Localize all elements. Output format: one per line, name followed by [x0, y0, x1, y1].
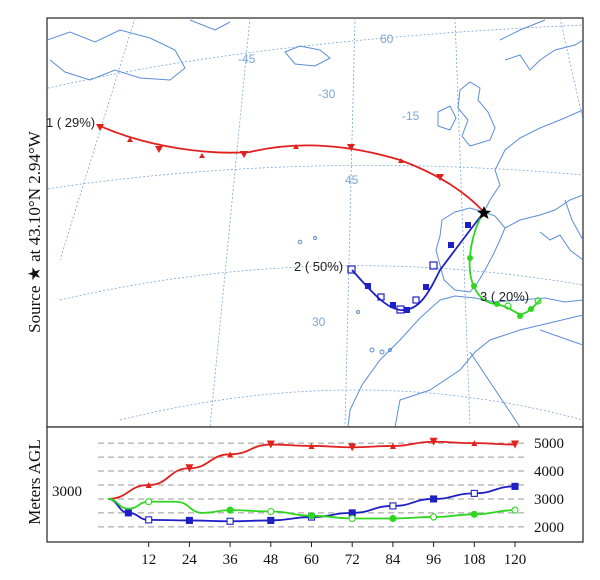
height-series-1-point	[348, 443, 357, 452]
coastlines	[47, 19, 583, 427]
height-y-ticks: 2000 3000 4000 5000	[534, 436, 564, 536]
trajectory-2-marker	[429, 261, 438, 270]
trajectory-2-marker	[423, 284, 429, 290]
trajectory-2-marker	[404, 307, 410, 313]
longitude-gridlines	[59, 18, 583, 427]
trajectory-3-marker	[494, 301, 500, 307]
x-tick-label: 12	[141, 552, 156, 568]
height-series-3-point	[348, 514, 356, 523]
lon-label: -15	[402, 109, 420, 123]
height-series-2-point	[124, 509, 132, 517]
height-series-2-point	[185, 516, 193, 524]
height-series-2-point	[145, 516, 153, 524]
y-tick-label: 4000	[534, 464, 564, 480]
trajectory-3-open-markers	[504, 297, 542, 310]
trajectory-2-marker	[448, 242, 454, 248]
trajectory-1-markers	[96, 124, 444, 181]
lat-label: 45	[345, 173, 359, 187]
height-series-1-point	[511, 440, 519, 449]
height-axis-label: Meters AGL	[25, 439, 44, 524]
trajectory-1-marker	[155, 146, 163, 153]
height-series-1-point	[266, 440, 275, 449]
height-series-3-point	[145, 498, 153, 506]
height-series-1-point	[471, 440, 478, 447]
x-axis-ticks: 12 24 36 48 60 72 84 96 108 120	[141, 542, 526, 568]
trajectory-1-marker	[347, 144, 355, 151]
lon-label: -30	[318, 87, 336, 101]
height-series-3-point	[307, 512, 316, 520]
lon-label: -45	[238, 52, 256, 66]
x-tick-label: 24	[182, 552, 198, 568]
trajectory-2-label: 2 ( 50%)	[294, 259, 343, 274]
y-tick-label: 5000	[534, 436, 564, 452]
height-series-2-point	[267, 516, 275, 524]
x-tick-label: 84	[385, 552, 401, 568]
trajectory-1-marker	[199, 153, 205, 158]
start-height-label: 3000	[52, 484, 82, 500]
height-series-2-point	[389, 502, 397, 510]
height-series-1-point	[429, 437, 438, 446]
height-series-1-point	[389, 442, 396, 449]
source-label: Source ★ at 43.10°N 2.94°W	[25, 130, 44, 333]
trajectory-2-marker	[465, 222, 471, 228]
x-tick-label: 108	[463, 552, 486, 568]
height-series-2-point	[511, 482, 519, 490]
x-tick-label: 72	[345, 552, 360, 568]
trajectory-3	[467, 211, 542, 319]
trajectory-3-markers	[467, 255, 534, 319]
height-series-3-point	[389, 514, 397, 523]
x-tick-label: 48	[263, 552, 278, 568]
trajectory-1-marker	[293, 144, 299, 149]
x-tick-label: 60	[304, 552, 319, 568]
trajectory-2-filled-markers	[365, 222, 471, 313]
trajectory-3-marker	[504, 302, 512, 310]
trajectory-3-marker	[534, 297, 542, 305]
trajectory-3-marker	[471, 283, 477, 289]
height-series-1-point	[227, 451, 234, 458]
height-series-3-point	[511, 506, 519, 514]
height-panel: 2000 3000 4000 5000 3000	[46, 426, 584, 543]
trajectory-2-marker	[390, 302, 396, 308]
height-series-3-point	[470, 510, 478, 518]
graticule-labels: -45 -30 -15 60 45 30	[238, 32, 420, 329]
latitude-gridlines	[47, 24, 583, 421]
trajectory-3-marker	[517, 313, 523, 319]
trajectory-1-marker	[436, 174, 444, 181]
trajectory-3-marker	[467, 255, 473, 261]
lat-label: 30	[312, 315, 326, 329]
trajectory-2-marker	[412, 296, 420, 304]
trajectory-1-marker	[240, 151, 248, 158]
trajectory-1-marker	[96, 124, 104, 131]
trajectory-2-marker	[347, 265, 356, 274]
trajectory-2-marker	[365, 283, 371, 289]
trajectory-1	[96, 124, 485, 213]
height-series-1-point	[185, 464, 194, 473]
height-series-2-point	[470, 489, 478, 497]
height-series	[107, 437, 519, 525]
trajectory-2	[347, 211, 485, 314]
y-tick-label: 2000	[534, 520, 564, 536]
trajectory-1-marker	[127, 137, 133, 142]
height-series-3-point	[267, 507, 275, 516]
height-series-3-point	[226, 506, 234, 514]
lon-label: 60	[380, 32, 394, 46]
source-star-icon	[477, 206, 491, 219]
trajectory-3-label: 3 ( 20%)	[480, 289, 529, 304]
trajectory-2-marker	[377, 293, 385, 301]
trajectory-1-marker	[398, 158, 404, 163]
height-series-2-point	[430, 495, 438, 503]
x-tick-label: 96	[426, 552, 442, 568]
height-series-2-point	[226, 517, 234, 525]
trajectory-2-markers	[347, 261, 438, 314]
height-series-1-point	[145, 482, 152, 488]
map-panel: -45 -30 -15 60 45 30	[46, 17, 584, 428]
height-series-3-point	[430, 513, 438, 521]
height-series-1-point	[308, 442, 315, 449]
trajectory-1-label: 1 ( 29%)	[46, 115, 95, 130]
x-tick-label: 36	[223, 552, 239, 568]
x-tick-label: 120	[504, 552, 527, 568]
trajectory-3-marker	[528, 306, 534, 312]
y-tick-label: 3000	[534, 492, 564, 508]
